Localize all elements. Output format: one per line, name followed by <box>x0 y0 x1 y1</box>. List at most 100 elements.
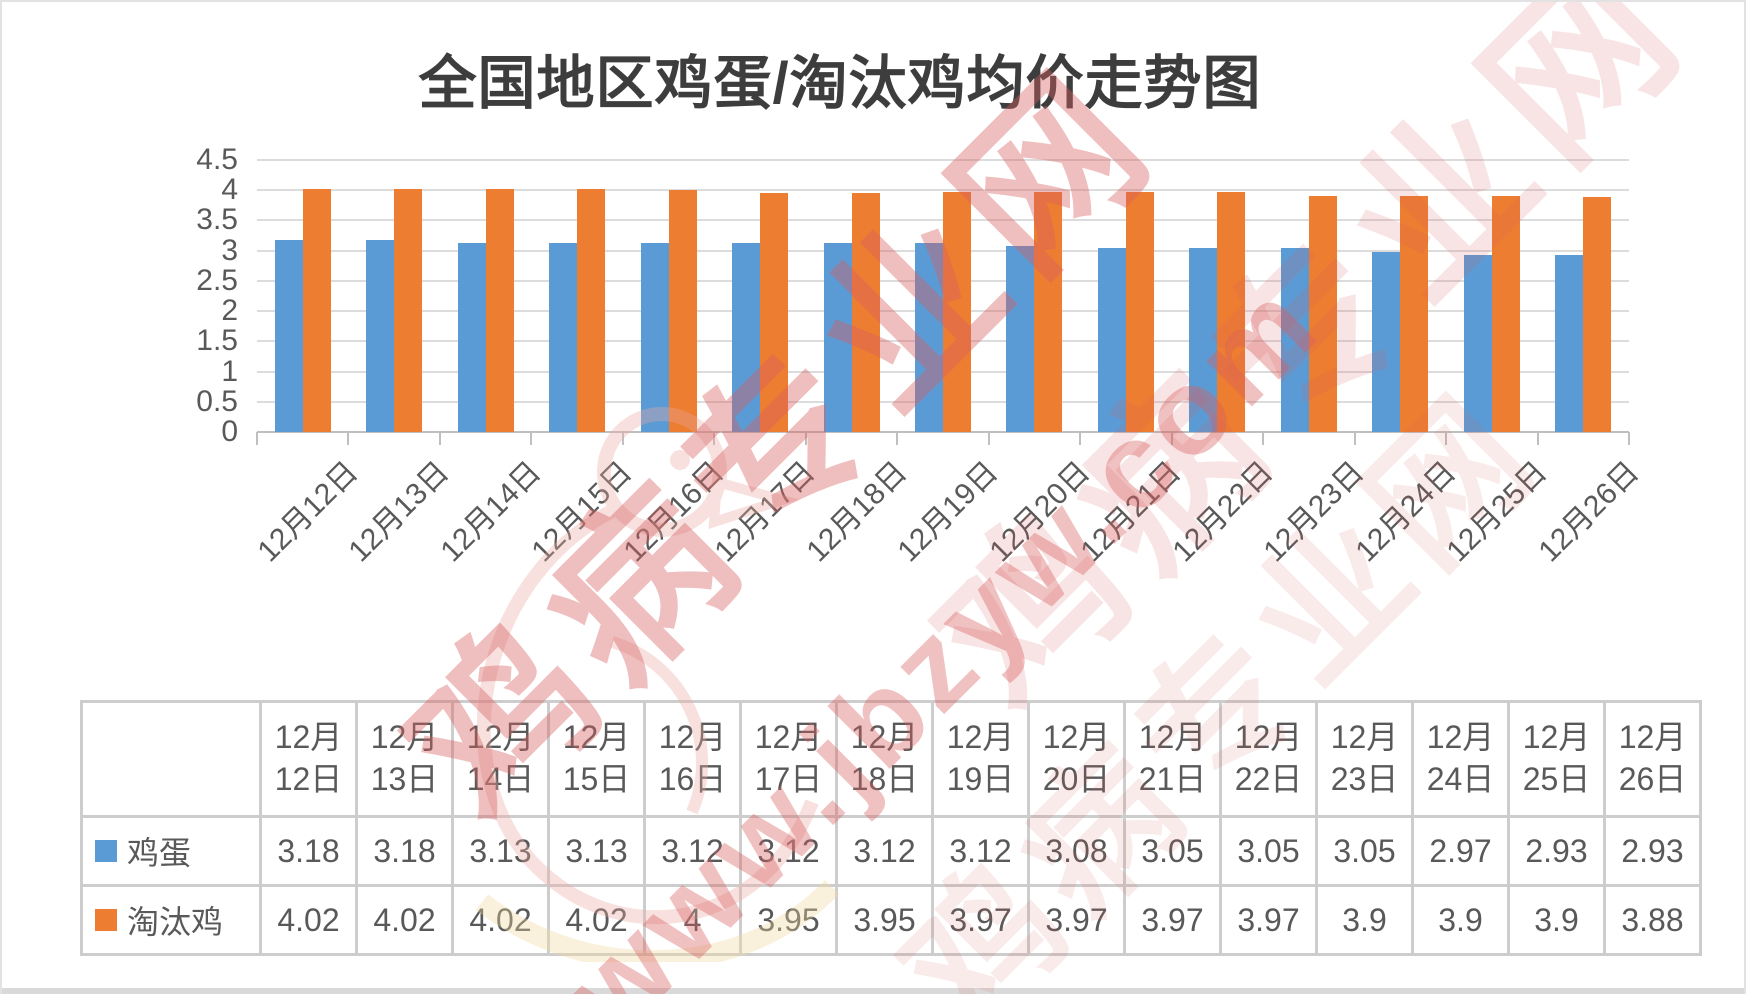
x-category-label-text: 12月18日 <box>800 455 914 569</box>
table-header-row: 12月 12日 12月 13日 12月 14日 12月 15日 12月 16日 12月 1… <box>80 700 1702 818</box>
x-axis-tick <box>987 432 990 445</box>
table-value-cell: 3.18 <box>355 815 454 887</box>
bar-group <box>1263 160 1354 432</box>
table-value-cell: 3.08 <box>1027 815 1126 887</box>
bar-group <box>531 160 622 432</box>
plot-area <box>257 159 1629 433</box>
bar-group <box>1538 160 1629 432</box>
x-category-label-text: 12月15日 <box>525 455 639 569</box>
table-value-cell: 3.18 <box>259 815 358 887</box>
table-date-header: 12月 13日 <box>355 700 454 818</box>
bar-group <box>989 160 1080 432</box>
table-value-cell: 3.12 <box>931 815 1030 887</box>
chart-title: 全国地区鸡蛋/淘汰鸡均价走势图 <box>418 51 1262 116</box>
bar-group <box>714 160 805 432</box>
x-axis-tick <box>713 432 716 445</box>
table-data-row: 鸡蛋 3.18 3.18 3.13 3.13 3.12 3.12 3.12 3.12 3.08 3.… <box>80 815 1702 887</box>
table-date-header: 12月 12日 <box>259 700 358 818</box>
x-category-label-text: 12月14日 <box>434 455 548 569</box>
gridline <box>257 189 1629 192</box>
bar-group <box>623 160 714 432</box>
bar-group <box>897 160 988 432</box>
table-value-cell: 3.97 <box>1027 884 1126 956</box>
table-data-row: 淘汰鸡 4.02 4.02 4.02 4.02 4 3.95 3.95 3.97 3.97 3.97… <box>80 884 1702 956</box>
x-category-label-text: 12月21日 <box>1074 455 1188 569</box>
table-value-cell: 3.9 <box>1315 884 1414 956</box>
bar-淘汰鸡 <box>1583 197 1612 432</box>
x-category-label-text: 12月25日 <box>1440 455 1554 569</box>
y-tick-label: 1.5 <box>196 324 238 358</box>
x-axis-tick <box>1536 432 1539 445</box>
y-tick-label: 2 <box>221 294 238 328</box>
table-value-cell: 2.93 <box>1603 815 1702 887</box>
bar-淘汰鸡 <box>577 189 606 432</box>
table-corner-cell <box>80 700 262 818</box>
bar-淘汰鸡 <box>1491 196 1520 432</box>
x-category-label-text: 12月16日 <box>617 455 731 569</box>
table-value-cell: 3.95 <box>835 884 934 956</box>
bar-淘汰鸡 <box>942 192 971 432</box>
bar-鸡蛋 <box>1097 247 1126 432</box>
legend-entry: 淘汰鸡 <box>85 897 258 943</box>
table-value-cell: 3.97 <box>1219 884 1318 956</box>
legend-label: 淘汰鸡 <box>127 904 224 940</box>
bar-鸡蛋 <box>1372 252 1401 432</box>
x-axis-tick <box>256 432 258 445</box>
bar-鸡蛋 <box>274 239 303 432</box>
table-value-cell: 3.97 <box>931 884 1030 956</box>
y-tick-label: 1 <box>221 354 238 388</box>
y-tick-label: 0.5 <box>196 384 238 418</box>
y-tick-label: 3 <box>221 233 238 267</box>
legend-swatch-icon <box>95 840 117 862</box>
y-tick-label: 0 <box>221 415 238 448</box>
x-category-label-text: 12月12日 <box>251 455 365 569</box>
x-category-label-text: 12月19日 <box>891 455 1005 569</box>
table-value-cell: 3.13 <box>547 815 646 887</box>
bar-鸡蛋 <box>1280 247 1309 432</box>
table-date-header: 12月 26日 <box>1603 700 1702 818</box>
bar-鸡蛋 <box>366 239 395 432</box>
bar-鸡蛋 <box>1189 247 1218 432</box>
table-date-header: 12月 15日 <box>547 700 646 818</box>
bar-鸡蛋 <box>1555 254 1584 432</box>
table-value-cell: 3.05 <box>1315 815 1414 887</box>
bar-淘汰鸡 <box>1308 196 1337 432</box>
bar-鸡蛋 <box>640 243 669 432</box>
table-value-cell: 3.05 <box>1123 815 1222 887</box>
chart-data-table: 12月 12日 12月 13日 12月 14日 12月 15日 12月 16日 12月 1… <box>80 700 1702 956</box>
table-date-header: 12月 17日 <box>739 700 838 818</box>
x-axis-tick <box>621 432 624 445</box>
table-value-cell: 4.02 <box>451 884 550 956</box>
gridline <box>257 159 1629 161</box>
bar-group <box>348 160 439 432</box>
x-category-label-text: 12月24日 <box>1349 455 1463 569</box>
bar-淘汰鸡 <box>1217 192 1246 432</box>
table-value-cell: 2.97 <box>1411 815 1510 887</box>
x-category-label-text: 12月17日 <box>708 455 822 569</box>
table-date-header: 12月 14日 <box>451 700 550 818</box>
bar-淘汰鸡 <box>760 193 789 432</box>
bar-group <box>1446 160 1537 432</box>
bar-淘汰鸡 <box>394 189 423 432</box>
x-axis-tick <box>1353 432 1356 445</box>
x-axis-tick <box>530 432 533 445</box>
x-axis-tick <box>1445 432 1448 445</box>
x-category-label-text: 12月26日 <box>1532 455 1645 569</box>
table-value-cell: 2.93 <box>1507 815 1606 887</box>
table-date-header: 12月 21日 <box>1123 700 1222 818</box>
y-tick-label: 2.5 <box>196 263 238 297</box>
table-value-cell: 3.9 <box>1507 884 1606 956</box>
table-date-header: 12月 16日 <box>643 700 742 818</box>
bar-鸡蛋 <box>823 243 852 432</box>
x-axis-tick <box>438 432 441 445</box>
table-date-header: 12月 18日 <box>835 700 934 818</box>
bar-鸡蛋 <box>1463 254 1492 432</box>
table-value-cell: 4.02 <box>259 884 358 956</box>
legend-cell-淘汰鸡: 淘汰鸡 <box>80 884 262 956</box>
bar-淘汰鸡 <box>668 190 697 432</box>
bar-淘汰鸡 <box>302 189 331 432</box>
bar-鸡蛋 <box>732 243 761 432</box>
bar-淘汰鸡 <box>1125 192 1154 432</box>
x-category-label-text: 12月23日 <box>1257 455 1371 569</box>
